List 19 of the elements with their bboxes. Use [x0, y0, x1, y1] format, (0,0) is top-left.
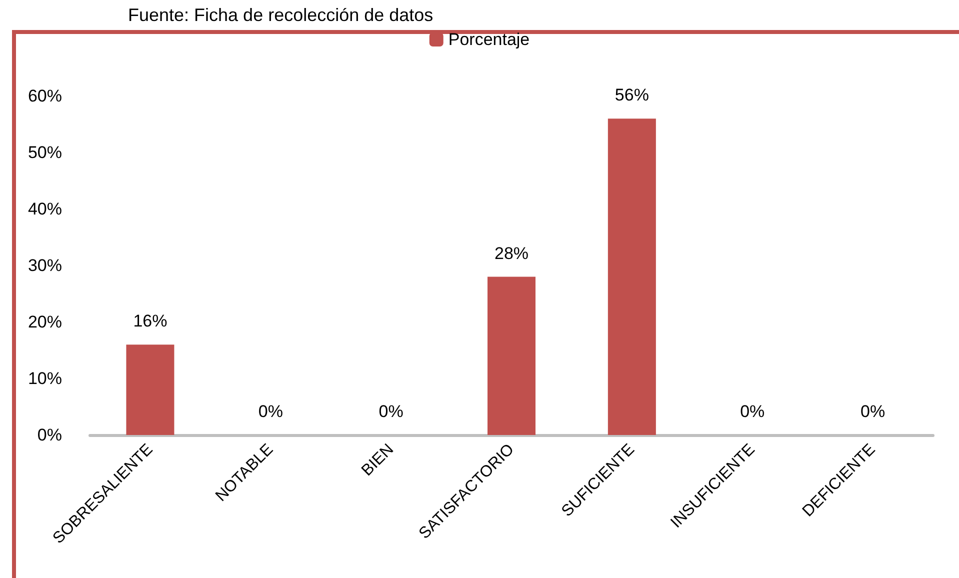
bar — [488, 276, 536, 435]
y-tick-label: 50% — [28, 143, 62, 162]
bar — [126, 344, 174, 435]
bar — [608, 118, 656, 435]
data-label: 0% — [740, 402, 765, 421]
y-tick-label: 60% — [28, 86, 62, 106]
data-label: 16% — [133, 312, 168, 331]
y-tick-label: 30% — [28, 256, 62, 275]
data-label: 0% — [378, 402, 404, 421]
y-tick-label: 10% — [28, 369, 62, 388]
y-tick-label: 20% — [28, 312, 62, 332]
data-label: 0% — [258, 402, 283, 421]
data-label: 0% — [860, 402, 886, 421]
source-note: Fuente: Ficha de recolección de datos — [128, 5, 434, 25]
data-label: 28% — [494, 244, 529, 263]
data-label: 56% — [614, 86, 649, 105]
y-tick-label: 40% — [28, 200, 62, 218]
y-tick-label: 0% — [37, 426, 62, 444]
legend-label: Porcentaje — [448, 30, 530, 49]
